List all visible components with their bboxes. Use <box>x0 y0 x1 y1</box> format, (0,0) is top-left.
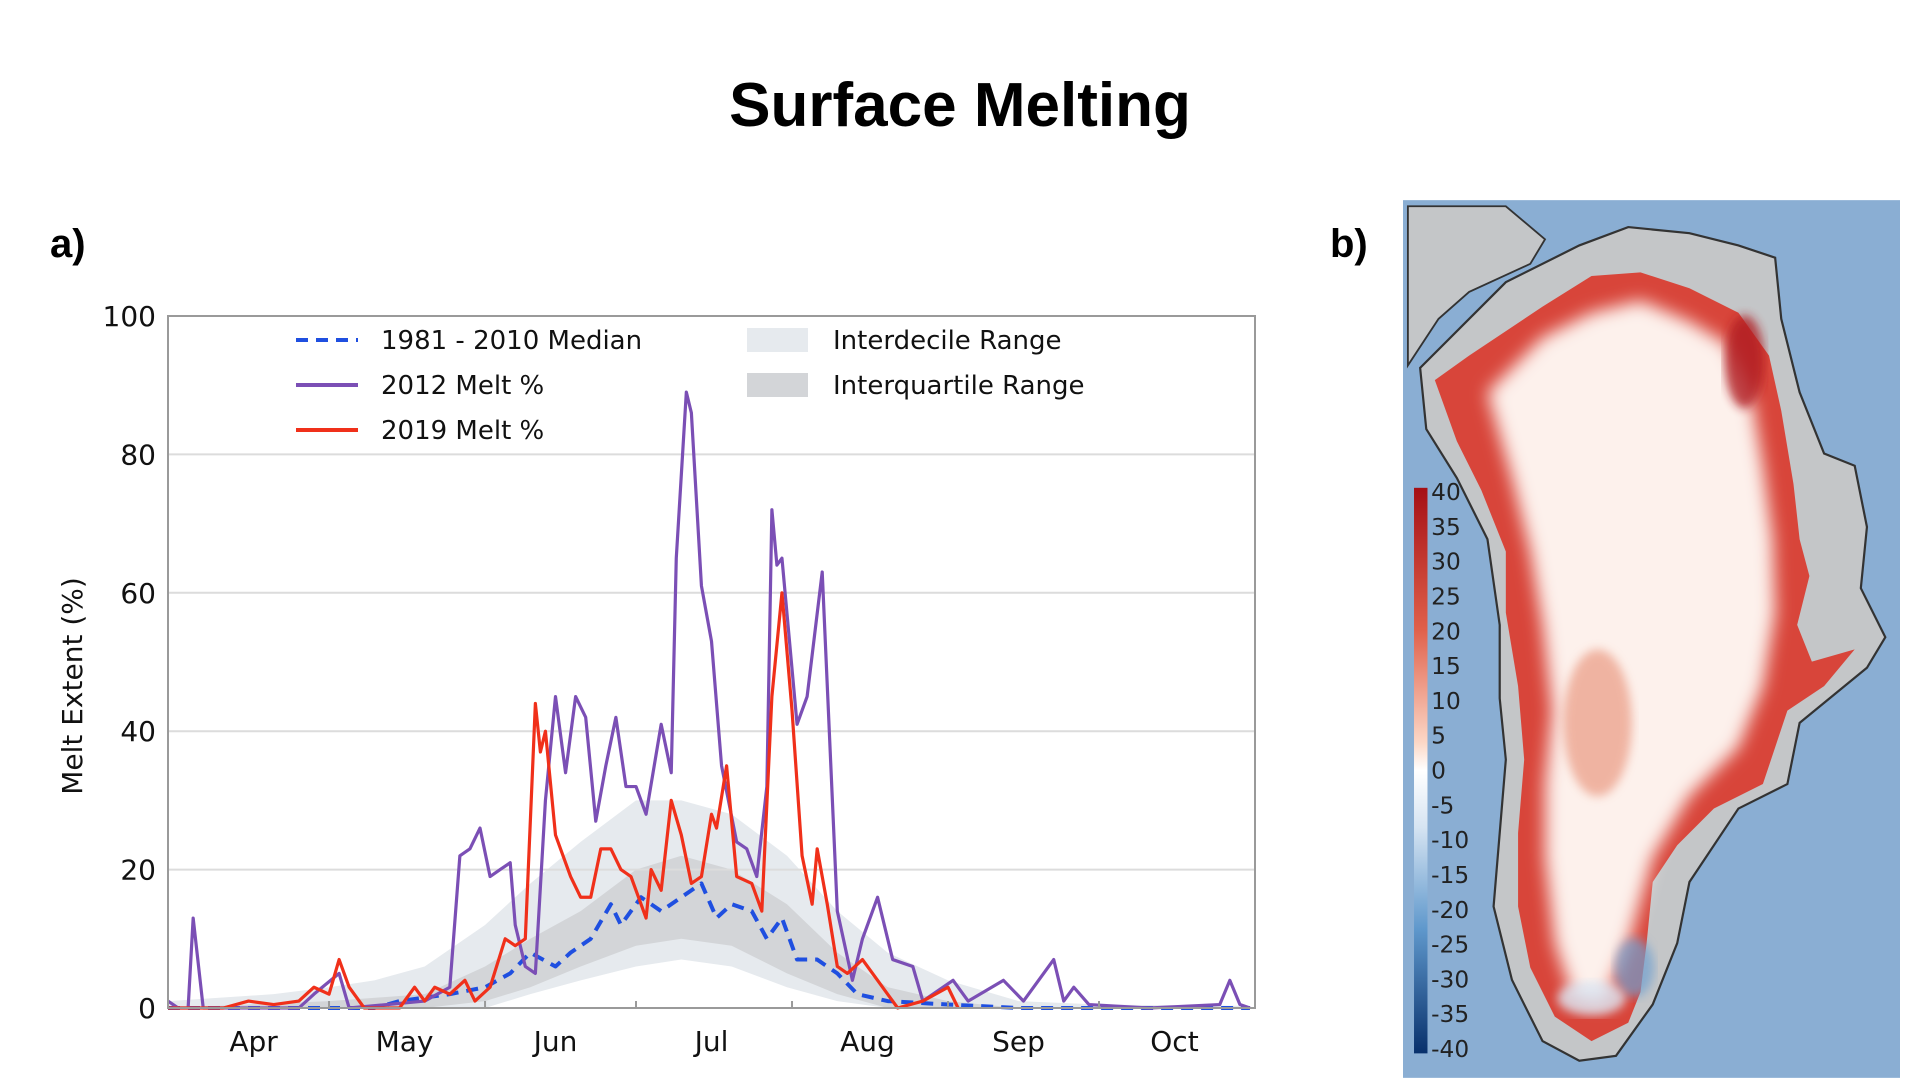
south-light-anomaly <box>1557 981 1626 1016</box>
legend-label: 2012 Melt % <box>381 371 544 401</box>
colorbar-tick-label: 40 <box>1431 479 1461 506</box>
colorbar-tick-label: -20 <box>1431 897 1469 924</box>
legend-label: Interquartile Range <box>833 371 1084 401</box>
colorbar-tick-label: 30 <box>1431 549 1461 576</box>
panel-a-label: a) <box>50 222 86 266</box>
west-melt-anomaly <box>1563 649 1632 797</box>
legend-label: Interdecile Range <box>833 326 1061 356</box>
ne-melt-anomaly <box>1724 315 1765 409</box>
colorbar-tick-label: 20 <box>1431 618 1461 645</box>
y-tick-label: 0 <box>138 992 156 1025</box>
colorbar-tick-label: 15 <box>1431 653 1461 680</box>
page-title: Surface Melting <box>729 71 1191 140</box>
series-line-2012 <box>167 390 1251 1010</box>
colorbar-tick-label: -15 <box>1431 862 1469 889</box>
x-tick-label: May <box>376 1025 434 1058</box>
colorbar-labels: 40 35 30 25 20 15 10 5 0 -5 -10 -15 -20 -25 -30 -35 -40 <box>1431 479 1469 1063</box>
x-tick-label: Oct <box>1150 1025 1198 1058</box>
colorbar <box>1414 487 1428 1054</box>
y-tick-label: 40 <box>120 715 156 748</box>
colorbar-tick-label: 10 <box>1431 688 1461 715</box>
colorbar-tick-label: 35 <box>1431 514 1461 541</box>
plot-frame <box>167 315 1256 1009</box>
legend-swatch <box>747 328 808 352</box>
y-axis-label: Melt Extent (%) <box>56 577 89 795</box>
y-tick-label: 80 <box>120 438 156 471</box>
melt-extent-chart: 0 20 40 60 80 100 Apr May Jun Jul Aug Sep Oct Melt E… <box>56 300 1256 1058</box>
axes: 0 20 40 60 80 100 Apr May Jun Jul Aug Sep Oct <box>103 300 1199 1058</box>
colorbar-tick-label: -30 <box>1431 966 1469 993</box>
x-tick-label: Aug <box>840 1025 895 1058</box>
panel-b-label: b) <box>1330 222 1368 266</box>
ellesmere-land <box>1406 205 1547 369</box>
y-tick-label: 60 <box>120 577 156 610</box>
greenland-melt-anomaly-map: 40 35 30 25 20 15 10 5 0 -5 -10 -15 -20 -25 -30 -35 -40 <box>1403 200 1900 1078</box>
colorbar-tick-label: -40 <box>1431 1036 1469 1063</box>
y-tick-label: 20 <box>120 854 156 887</box>
legend-swatch <box>747 373 808 397</box>
colorbar-tick-label: -35 <box>1431 1001 1469 1028</box>
ice-sheet-interior <box>1487 300 1776 1005</box>
colorbar-tick-label: -5 <box>1431 792 1454 819</box>
y-tick-label: 100 <box>103 300 156 333</box>
x-tick-label: Jul <box>693 1025 729 1058</box>
colorbar-tick-label: -10 <box>1431 827 1469 854</box>
x-tick-label: Sep <box>992 1025 1045 1058</box>
colorbar-tick-label: 0 <box>1431 758 1446 785</box>
gridlines <box>168 453 1255 871</box>
south-negative-anomaly <box>1614 938 1654 998</box>
legend: 1981 - 2010 Median 2012 Melt % 2019 Melt %… <box>296 326 1084 446</box>
colorbar-tick-label: 5 <box>1431 723 1446 750</box>
x-tick-label: Apr <box>229 1025 278 1058</box>
colorbar-tick-label: -25 <box>1431 932 1469 959</box>
legend-label: 2019 Melt % <box>381 416 544 446</box>
x-tick-label: Jun <box>532 1025 578 1058</box>
legend-label: 1981 - 2010 Median <box>381 326 642 356</box>
band-interquartile <box>168 855 1250 1008</box>
colorbar-tick-label: 25 <box>1431 583 1461 610</box>
